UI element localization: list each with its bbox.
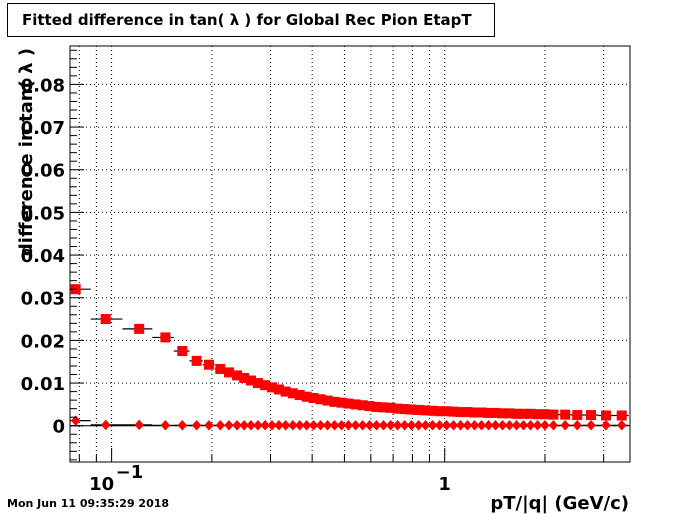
diamond-marker — [224, 420, 234, 431]
diamond-marker — [204, 420, 214, 431]
diamond-marker — [413, 420, 424, 431]
diamond-marker — [295, 420, 305, 431]
x-tick-labels: 10−1 1 — [89, 462, 451, 495]
diamond-marker — [71, 415, 81, 426]
y-tick-label: 0.06 — [21, 161, 65, 182]
diamond-marker — [246, 420, 256, 431]
square-marker — [539, 409, 550, 420]
diamond-marker — [253, 420, 263, 431]
diamond-marker — [476, 420, 487, 431]
diamond-marker — [177, 420, 187, 431]
diamond-marker — [399, 420, 410, 431]
square-marker — [586, 410, 597, 421]
diamond-marker — [518, 420, 529, 431]
diamond-marker — [601, 420, 611, 431]
diamond-marker — [364, 420, 375, 431]
diamond-marker — [448, 420, 459, 431]
diamond-marker — [441, 420, 452, 431]
diamond-marker — [343, 420, 354, 431]
diamond-marker — [191, 420, 202, 431]
y-tick-label: 0.03 — [21, 289, 65, 310]
diamond-marker — [215, 420, 225, 431]
diamond-marker — [301, 420, 312, 431]
diamond-marker — [357, 420, 368, 431]
y-tick-label: 0 — [52, 417, 65, 438]
y-tick-label: 0.04 — [21, 246, 65, 267]
square-marker — [572, 410, 583, 421]
square-marker — [177, 346, 188, 357]
diamond-marker — [406, 420, 417, 431]
diamond-marker — [532, 420, 543, 431]
diamond-marker — [427, 420, 438, 431]
square-marker — [560, 409, 571, 420]
square-marker — [160, 332, 171, 343]
diamond-marker — [239, 420, 249, 431]
diamond-marker — [378, 420, 389, 431]
diamond-marker — [101, 419, 111, 431]
diamond-marker — [232, 420, 242, 431]
y-axis-title: difference in tan( λ ) — [16, 48, 37, 256]
x-tick-label: 10 — [89, 474, 114, 495]
diamond-marker — [329, 420, 340, 431]
diamond-marker — [134, 419, 144, 431]
diamond-marker — [504, 420, 515, 431]
axis-ticks — [70, 49, 605, 462]
diamond-marker — [322, 420, 333, 431]
diamond-marker — [308, 420, 319, 431]
diamond-marker — [540, 420, 550, 431]
y-tick-label: 0.05 — [21, 203, 65, 224]
diamond-marker — [274, 420, 284, 431]
y-tick-labels: 0 0.01 0.02 0.03 0.04 0.05 0.06 0.07 0.08 — [21, 75, 65, 437]
diamond-marker — [462, 420, 473, 431]
diamond-marker — [434, 420, 445, 431]
square-marker — [215, 363, 226, 374]
y-tick-label: 0.07 — [21, 118, 65, 139]
series-layer — [70, 284, 627, 431]
diamond-marker — [336, 420, 347, 431]
square-marker — [203, 359, 214, 370]
grid — [70, 46, 630, 462]
diamond-marker — [560, 420, 570, 431]
diamond-marker — [617, 420, 627, 431]
square-marker — [548, 409, 559, 420]
diamond-marker — [385, 420, 396, 431]
diamond-marker — [392, 420, 403, 431]
diamond-marker — [280, 420, 291, 431]
x-tick-label: 1 — [438, 474, 451, 495]
square-marker — [191, 355, 202, 366]
plot-frame — [69, 45, 631, 463]
diamond-marker — [160, 420, 171, 431]
square-marker — [616, 410, 627, 421]
diamond-marker — [572, 420, 582, 431]
diamond-marker — [483, 420, 494, 431]
chart-title: Fitted difference in tan( λ ) for Global… — [7, 3, 495, 37]
diamond-marker — [371, 420, 382, 431]
diamond-marker — [267, 420, 277, 431]
diamond-marker — [548, 420, 559, 431]
y-tick-label: 0.02 — [21, 331, 65, 352]
square-marker — [134, 323, 145, 334]
diamond-marker — [260, 420, 270, 431]
diamond-marker — [315, 420, 326, 431]
square-marker — [601, 410, 612, 421]
y-tick-label: 0.08 — [21, 75, 65, 96]
timestamp: Mon Jun 11 09:35:29 2018 — [7, 497, 170, 510]
square-marker — [100, 314, 111, 325]
diamond-marker — [586, 420, 596, 431]
y-tick-label: 0.01 — [21, 374, 65, 395]
x-tick-exponent: −1 — [116, 462, 144, 483]
diamond-marker — [469, 420, 480, 431]
diamond-marker — [420, 420, 431, 431]
diamond-marker — [455, 420, 466, 431]
diamond-marker — [525, 420, 536, 431]
diamond-marker — [497, 420, 508, 431]
x-axis-title: pT/|q| (GeV/c) — [490, 493, 629, 514]
diamond-marker — [511, 420, 522, 431]
diamond-marker — [288, 420, 298, 431]
diamond-marker — [350, 420, 361, 431]
diamond-marker — [490, 420, 501, 431]
